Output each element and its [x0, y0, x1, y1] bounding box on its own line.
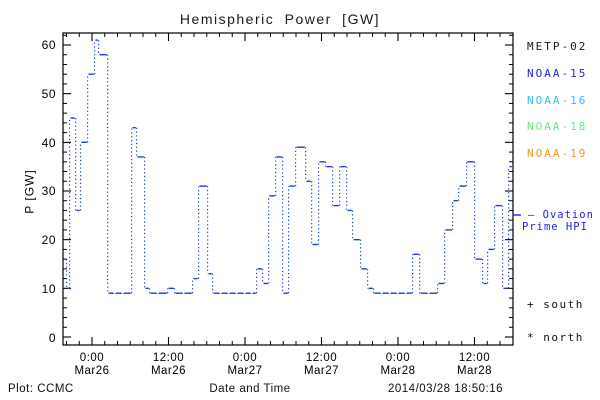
legend-item-noaa-16: NOAA-16	[527, 93, 588, 107]
legend-item-noaa-19: NOAA-19	[527, 147, 588, 161]
x-tick-date: Mar26	[74, 364, 110, 377]
x-tick-time: 12:00	[152, 352, 185, 364]
x-tick-date: Mar28	[380, 364, 416, 377]
y-tick-label: 20	[41, 233, 56, 248]
y-tick-label: 60	[41, 38, 56, 53]
plot-frame	[62, 32, 514, 346]
ovation-prime-label-line2: Prime HPI	[522, 221, 588, 233]
x-tick-label: 12:00 Mar28	[443, 352, 507, 377]
x-tick-time: 0:00	[385, 352, 411, 364]
y-tick-label: 30	[41, 184, 56, 199]
x-tick-date: Mar28	[456, 364, 493, 377]
ovation-prime-label-line1: — Ovation	[528, 209, 594, 221]
north-hemisphere-marker: * north	[527, 331, 584, 344]
legend-item-noaa-18: NOAA-18	[527, 120, 588, 134]
x-tick-date: Mar27	[227, 364, 263, 377]
x-tick-time: 12:00	[305, 352, 338, 364]
x-tick-label: 12:00 Mar26	[137, 352, 201, 377]
x-tick-label: 0:00 Mar26	[60, 352, 124, 377]
legend-item-noaa-15: NOAA-15	[527, 66, 588, 80]
x-tick-time: 0:00	[79, 352, 105, 364]
chart-title: Hemispheric Power [GW]	[179, 11, 381, 27]
y-tick-label: 50	[41, 87, 56, 102]
y-tick-label: 0	[48, 330, 56, 345]
x-axis-title: Date and Time	[209, 383, 291, 395]
plot-source-label: Plot: CCMC	[8, 383, 74, 395]
y-tick-label: 40	[41, 135, 56, 150]
x-tick-label: 0:00 Mar27	[213, 352, 277, 377]
legend-item-metp-02: METP-02	[527, 40, 588, 53]
x-tick-time: 0:00	[232, 352, 258, 364]
x-tick-date: Mar27	[303, 364, 340, 377]
y-tick-label: 10	[41, 281, 56, 296]
timestamp: 2014/03/28 18:50:16	[388, 383, 504, 395]
south-hemisphere-marker: + south	[527, 298, 584, 311]
x-tick-time: 12:00	[458, 352, 491, 364]
x-tick-label: 0:00 Mar28	[366, 352, 430, 377]
x-tick-label: 12:00 Mar27	[290, 352, 354, 377]
x-tick-date: Mar26	[150, 364, 187, 377]
